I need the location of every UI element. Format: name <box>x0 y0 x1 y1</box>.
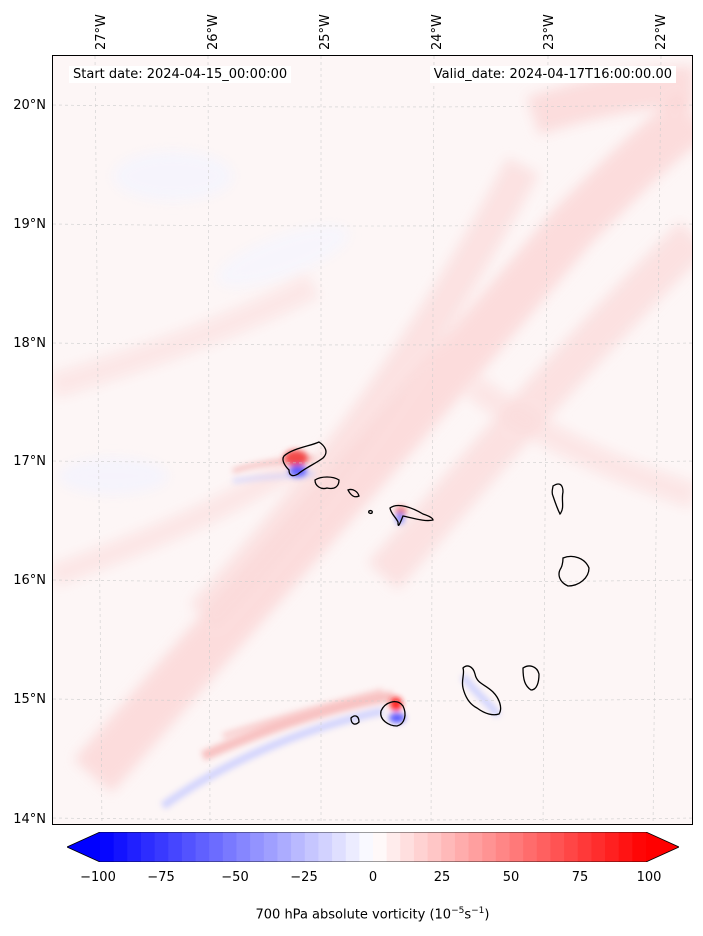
lat-label-17n: 17°N <box>13 454 46 469</box>
colorbar-segment <box>345 832 360 862</box>
colorbar-label: 700 hPa absolute vorticity (10−5s−1) <box>255 906 490 923</box>
colorbar-segment <box>564 832 579 862</box>
positive-vorticity-bands <box>53 66 692 793</box>
colorbar-segment <box>181 832 197 862</box>
lon-label-25w: 25°W <box>318 14 333 50</box>
lon-label-24w: 24°W <box>430 14 445 50</box>
colorbar-segment <box>495 832 511 862</box>
colorbar-segment <box>127 832 142 862</box>
colorbar-segment <box>373 832 388 862</box>
island-brava <box>350 715 360 725</box>
colorbar-segment <box>632 832 647 862</box>
lat-label-20n: 20°N <box>13 98 46 113</box>
colorbar-segment <box>454 832 470 862</box>
colorbar-segment <box>291 832 306 862</box>
lat-label-15n: 15°N <box>13 692 46 707</box>
colorbar-segment <box>140 832 156 862</box>
colorbar-segment <box>468 832 483 862</box>
lat-label-14n: 14°N <box>13 812 46 827</box>
island-vorticity-hotspots <box>284 450 407 723</box>
island-sao-nicolau <box>389 504 434 527</box>
colorbar-segment <box>386 832 401 862</box>
colorbar-segment <box>168 832 183 862</box>
lon-label-23w: 23°W <box>542 14 557 50</box>
lat-label-18n: 18°N <box>13 336 46 351</box>
colorbar-segment <box>550 832 565 862</box>
island-santiago <box>461 665 502 716</box>
colorbar-segment <box>577 832 592 862</box>
colorbar-segment <box>277 832 292 862</box>
coastlines <box>282 441 590 727</box>
colorbar <box>67 832 679 862</box>
lon-label-26w: 26°W <box>206 14 221 50</box>
lon-label-27w: 27°W <box>94 14 109 50</box>
colorbar-tick: −75 <box>147 870 175 885</box>
colorbar-segment <box>318 832 333 862</box>
colorbar-tick: −50 <box>221 870 249 885</box>
colorbar-segment <box>332 832 347 862</box>
colorbar-segment <box>400 832 415 862</box>
colorbar-segment <box>100 832 115 862</box>
island-ilheu <box>368 509 373 515</box>
colorbar-segment <box>618 832 633 862</box>
start-date-label: Start date: 2024-04-15_00:00:00 <box>69 66 292 83</box>
colorbar-tick: 0 <box>368 870 378 885</box>
colorbar-extend-max <box>646 832 679 862</box>
colorbar-tick: 50 <box>502 870 520 885</box>
colorbar-segment <box>591 832 606 862</box>
lat-label-16n: 16°N <box>13 573 46 588</box>
island-sao-vicente <box>314 476 340 490</box>
colorbar-segment <box>605 832 620 862</box>
island-fogo <box>380 701 406 727</box>
colorbar-segment <box>263 832 279 862</box>
island-santa-luzia <box>347 488 360 498</box>
island-boa-vista <box>558 555 590 587</box>
lon-label-22w: 22°W <box>654 14 669 50</box>
colorbar-segment <box>222 832 238 862</box>
colorbar-segment <box>113 832 128 862</box>
colorbar-segment <box>536 832 552 862</box>
island-santo-antao <box>282 441 327 477</box>
colorbar-tick: −25 <box>290 870 318 885</box>
colorbar-tick: 25 <box>433 870 451 885</box>
colorbar-segment <box>509 832 524 862</box>
colorbar-segment <box>236 832 251 862</box>
island-maio <box>522 665 540 691</box>
colorbar-tick: −100 <box>80 870 116 885</box>
colorbar-tick: 75 <box>571 870 589 885</box>
colorbar-segment <box>209 832 224 862</box>
colorbar-segment <box>523 832 538 862</box>
map-panel: Start date: 2024-04-15_00:00:00 Valid_da… <box>52 55 693 825</box>
colorbar-segment <box>304 832 319 862</box>
colorbar-tick: 100 <box>636 870 662 885</box>
colorbar-segment <box>441 832 456 862</box>
colorbar-segment <box>250 832 265 862</box>
colorbar-segment <box>427 832 442 862</box>
gridlines <box>53 56 692 824</box>
colorbar-segment <box>413 832 429 862</box>
negative-vorticity-patches <box>58 151 350 494</box>
island-sal <box>551 483 564 516</box>
island-wake-features <box>160 455 502 810</box>
colorbar-segment <box>482 832 497 862</box>
lat-label-19n: 19°N <box>13 217 46 232</box>
colorbar-extend-min <box>67 832 100 862</box>
colorbar-segment <box>154 832 169 862</box>
colorbar-segment <box>195 832 210 862</box>
vorticity-field <box>53 56 692 824</box>
valid-date-label: Valid_date: 2024-04-17T16:00:00.00 <box>429 66 676 83</box>
colorbar-segment <box>359 832 374 862</box>
